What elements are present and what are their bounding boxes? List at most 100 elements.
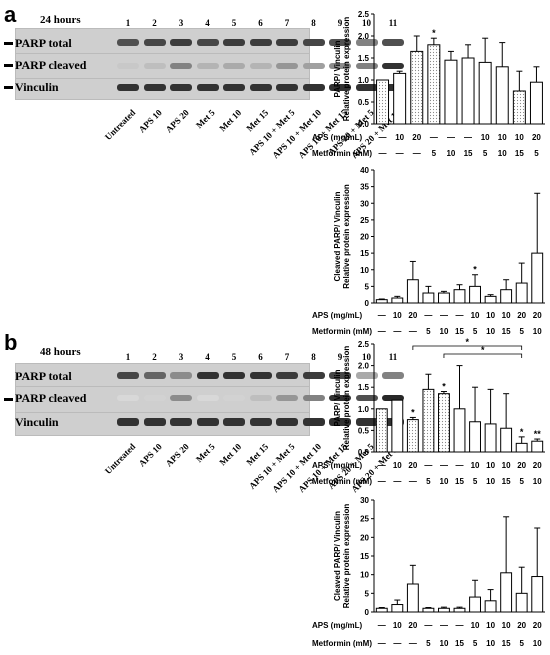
time-label-48h: 48 hours	[40, 346, 81, 358]
bar	[393, 72, 407, 125]
y-tick-label: 30	[360, 199, 369, 208]
lane-number: 2	[152, 352, 157, 362]
blot-band	[117, 39, 139, 46]
bar	[406, 419, 419, 453]
y-tick-label: 40	[360, 166, 369, 175]
blot-band	[170, 39, 192, 46]
blot-band	[302, 372, 325, 379]
metformin-row-label: Metformin (mM)	[312, 477, 372, 486]
y-tick-label: 1.5	[358, 54, 370, 63]
y-tick-label: 5	[365, 589, 370, 598]
blot-band	[329, 39, 351, 46]
y-tick-label: 2.0	[358, 32, 370, 41]
metformin-value: —	[378, 327, 386, 336]
lane-number: 9	[337, 352, 343, 362]
blot-band	[355, 395, 378, 401]
band-label-vinculin-b: Vinculin	[15, 415, 59, 429]
bar	[375, 408, 388, 453]
y-axis-label: Cleaved PARP/ Vinculin	[333, 511, 342, 601]
bar	[410, 50, 424, 125]
y-tick-label: 10	[360, 266, 369, 275]
blot-band	[382, 372, 404, 379]
bar	[484, 423, 497, 453]
blot-band	[355, 372, 378, 379]
aps-value: —	[424, 311, 432, 320]
y-tick-label: 0.0	[358, 448, 370, 457]
blot-band	[143, 39, 166, 46]
lane-number: 6	[258, 18, 263, 28]
blot-band	[143, 63, 166, 69]
blot-band	[355, 84, 378, 91]
bar	[484, 295, 497, 304]
band-label-parp-cleaved-a: PARP cleaved	[15, 58, 87, 72]
blot-band	[276, 39, 298, 46]
blot-band	[196, 418, 219, 426]
blot-band	[276, 84, 298, 91]
bar	[375, 607, 388, 613]
aps-value: —	[447, 133, 455, 142]
aps-value: 20	[517, 461, 526, 470]
y-tick-label: 2.0	[358, 362, 370, 371]
bar	[529, 81, 543, 125]
metformin-value: 10	[533, 327, 542, 336]
aps-value: 20	[533, 311, 542, 320]
metformin-value: 5	[534, 149, 539, 158]
bar	[391, 604, 404, 613]
blot-parp-cleaved-b	[15, 386, 310, 416]
y-tick-label: 25	[360, 515, 369, 524]
bar	[438, 292, 450, 304]
lane-number: 2	[152, 18, 157, 28]
metformin-value: 10	[446, 149, 455, 158]
blot-band	[117, 63, 139, 69]
blot-band	[302, 63, 325, 69]
bar	[531, 252, 544, 304]
blot-band	[170, 63, 192, 69]
bar	[500, 572, 513, 613]
time-label-24h: 24 hours	[40, 14, 81, 26]
y-axis-label: Relative protein expression	[342, 17, 351, 122]
blot-band	[276, 63, 298, 69]
aps-value: —	[464, 133, 472, 142]
aps-value: —	[378, 461, 386, 470]
bar	[500, 289, 513, 304]
blot-band	[143, 84, 166, 91]
metformin-value: —	[409, 639, 417, 648]
aps-value: 10	[395, 133, 404, 142]
significance-bracket	[412, 345, 523, 350]
metformin-value: 5	[426, 639, 431, 648]
blot-band	[249, 372, 272, 379]
metformin-value: 10	[486, 639, 495, 648]
aps-value: —	[378, 621, 386, 630]
blot-band	[329, 372, 351, 379]
y-tick-label: 20	[360, 233, 369, 242]
blot-band	[276, 395, 298, 401]
aps-value: 10	[498, 133, 507, 142]
significance-bracket	[443, 353, 523, 358]
aps-row-label: APS (mg/mL)	[312, 311, 363, 320]
lane-number: 7	[284, 352, 290, 362]
metformin-value: 15	[455, 639, 464, 648]
aps-value: —	[440, 311, 448, 320]
blot-band	[117, 84, 139, 91]
metformin-value: 5	[426, 477, 431, 486]
metformin-value: 15	[455, 327, 464, 336]
lane-number: 4	[205, 18, 210, 28]
blot-band	[223, 63, 245, 69]
bar	[406, 279, 419, 304]
aps-value: —	[424, 621, 432, 630]
bar	[469, 285, 481, 304]
y-axis-label: PARP/ Vinculin	[333, 40, 342, 97]
y-tick-label: 1.0	[358, 405, 370, 414]
significance-star: *	[442, 382, 446, 392]
metformin-value: 5	[432, 149, 437, 158]
aps-value: 10	[393, 621, 402, 630]
lane-number: 11	[388, 352, 398, 362]
metformin-value: 15	[515, 149, 524, 158]
aps-value: 10	[471, 311, 480, 320]
metformin-value: 5	[473, 639, 478, 648]
aps-value: 10	[471, 621, 480, 630]
aps-value: —	[456, 621, 464, 630]
lane-number: 10	[362, 352, 371, 362]
bar	[515, 442, 528, 453]
lane-number: 7	[284, 18, 290, 28]
